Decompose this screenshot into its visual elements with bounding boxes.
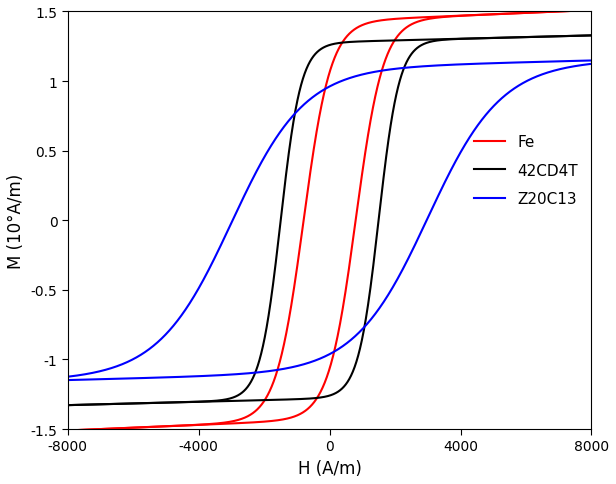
Fe: [64, 428, 71, 434]
Z20C13: [588, 59, 595, 64]
42CD4T: [159, 400, 166, 406]
42CD4T: [495, 36, 502, 42]
Z20C13: [455, 62, 462, 68]
42CD4T: [405, 38, 412, 44]
Fe: [455, 14, 462, 19]
Fe: [264, 392, 272, 398]
Z20C13: [378, 69, 386, 75]
42CD4T: [588, 33, 595, 39]
Fe: [159, 424, 166, 429]
Z20C13: [159, 334, 166, 340]
Fe: [588, 8, 595, 14]
42CD4T: [455, 37, 462, 43]
Z20C13: [264, 149, 272, 154]
Legend: Fe, 42CD4T, Z20C13: Fe, 42CD4T, Z20C13: [468, 129, 584, 213]
Z20C13: [64, 374, 71, 380]
Fe: [378, 18, 386, 24]
X-axis label: H (A/m): H (A/m): [298, 459, 362, 477]
42CD4T: [64, 402, 71, 408]
Line: Fe: Fe: [68, 11, 591, 431]
Line: Z20C13: Z20C13: [68, 61, 591, 377]
Fe: [405, 16, 412, 22]
Y-axis label: M (10°A/m): M (10°A/m): [7, 173, 25, 268]
Z20C13: [495, 61, 502, 67]
42CD4T: [264, 318, 272, 323]
Line: 42CD4T: 42CD4T: [68, 36, 591, 405]
Z20C13: [405, 65, 412, 71]
Fe: [495, 12, 502, 18]
42CD4T: [378, 39, 386, 45]
